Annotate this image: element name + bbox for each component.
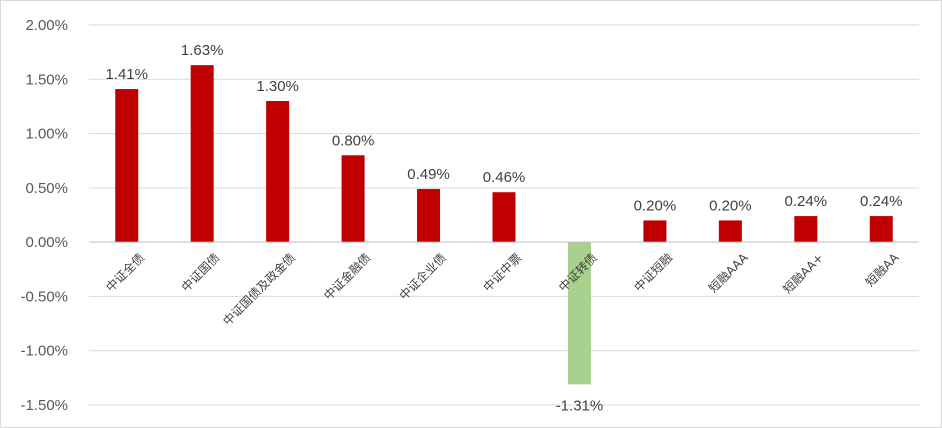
bar xyxy=(643,220,667,243)
y-tick-label: -0.50% xyxy=(20,288,68,305)
data-label: 0.24% xyxy=(785,193,828,210)
y-tick-label: 2.00% xyxy=(25,17,68,34)
bars xyxy=(115,65,893,385)
category-label: 短融AA+ xyxy=(780,251,826,297)
category-label: 中证全债 xyxy=(103,250,148,295)
bar xyxy=(190,65,214,243)
y-tick-label: -1.00% xyxy=(20,343,68,360)
data-labels: 1.41% 1.63% 1.30% 0.80% 0.49% 0.46% -1.31% 0.20… xyxy=(105,42,902,414)
bar xyxy=(567,242,591,385)
y-axis-tick-labels: 2.00% 1.50% 1.00% 0.50% 0.00% -0.50% -1.00% -1.… xyxy=(20,17,68,414)
bar xyxy=(869,216,893,243)
bar xyxy=(492,192,516,243)
data-label: 0.49% xyxy=(407,166,450,183)
category-label: 中证金融债 xyxy=(320,250,373,303)
data-label: 0.24% xyxy=(860,193,903,210)
gridlines xyxy=(89,24,919,406)
bar xyxy=(794,216,818,243)
category-label: 中证中票 xyxy=(480,250,525,295)
bar xyxy=(115,89,139,243)
data-label: -1.31% xyxy=(556,397,604,414)
data-label: 1.41% xyxy=(105,66,148,83)
data-label: 1.30% xyxy=(256,78,299,95)
data-label: 0.20% xyxy=(709,197,752,214)
category-label: 中证短融 xyxy=(631,250,676,295)
bar xyxy=(266,101,290,243)
category-label: 中证国债及政金债 xyxy=(219,250,297,328)
y-tick-label: -1.50% xyxy=(20,397,68,414)
y-tick-label: 0.50% xyxy=(25,180,68,197)
category-label: 短融AAA xyxy=(706,250,751,295)
data-label: 0.80% xyxy=(332,132,375,149)
y-tick-label: 1.50% xyxy=(25,71,68,88)
data-label: 1.63% xyxy=(181,42,224,59)
bar xyxy=(341,155,365,243)
bar xyxy=(417,188,441,243)
category-label: 中证企业债 xyxy=(396,250,449,303)
y-tick-label: 1.00% xyxy=(25,126,68,143)
y-tick-label: 0.00% xyxy=(25,234,68,251)
bar xyxy=(718,220,742,243)
category-label: 中证国债 xyxy=(178,250,223,295)
data-label: 0.20% xyxy=(634,197,677,214)
category-label: 短融AA xyxy=(863,250,902,289)
data-label: 0.46% xyxy=(483,169,526,186)
